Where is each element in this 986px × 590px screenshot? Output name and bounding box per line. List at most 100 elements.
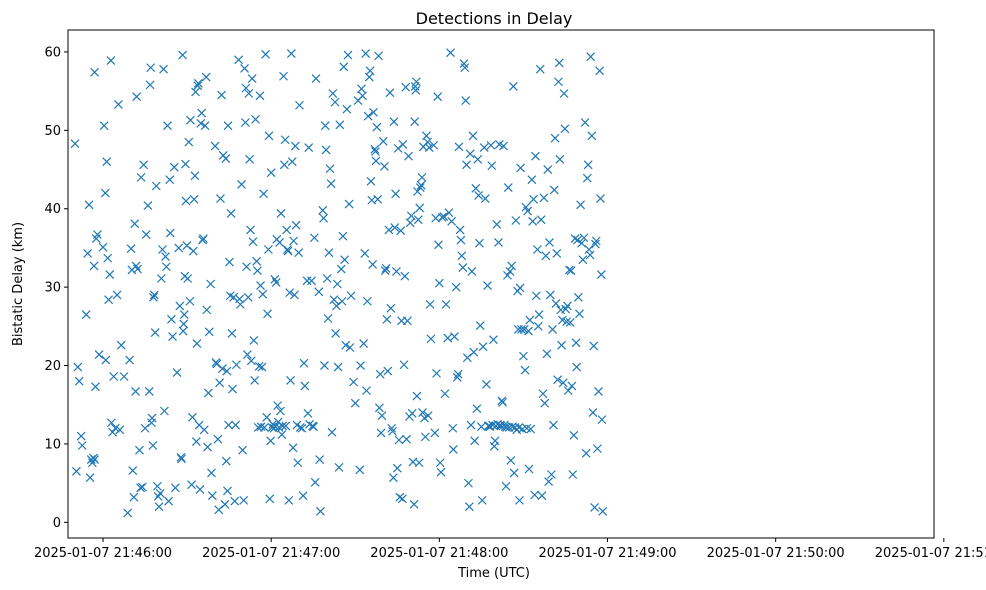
- data-point: [539, 193, 549, 203]
- data-point: [550, 133, 560, 143]
- data-point: [89, 261, 99, 271]
- data-point: [165, 175, 175, 185]
- data-point: [371, 147, 380, 156]
- data-point: [589, 341, 599, 351]
- data-point: [393, 143, 403, 153]
- data-point: [436, 467, 446, 477]
- data-point: [332, 279, 342, 289]
- data-point: [152, 481, 162, 491]
- data-point: [283, 246, 293, 256]
- data-point: [597, 415, 607, 425]
- y-tick-label: 30: [44, 281, 61, 296]
- data-point: [102, 157, 112, 167]
- data-point: [361, 49, 371, 58]
- data-point: [369, 107, 378, 117]
- data-point: [93, 230, 102, 240]
- data-point: [392, 267, 401, 276]
- data-point: [349, 377, 359, 387]
- data-point: [406, 211, 416, 221]
- data-point: [455, 225, 465, 235]
- data-point: [184, 137, 194, 147]
- data-point: [478, 342, 488, 352]
- data-point: [337, 296, 347, 306]
- data-point: [238, 445, 248, 455]
- data-point: [407, 408, 417, 418]
- data-point: [132, 92, 142, 102]
- data-point: [462, 160, 471, 170]
- data-point: [416, 180, 426, 190]
- data-point: [300, 381, 310, 391]
- data-point: [596, 270, 606, 280]
- data-point: [321, 145, 331, 155]
- data-point: [468, 131, 478, 141]
- data-point: [235, 299, 245, 309]
- data-point: [333, 362, 343, 372]
- data-point: [414, 458, 424, 468]
- plot-area-frame: [67, 29, 935, 539]
- data-point: [203, 442, 212, 452]
- x-tick-label: 2025-01-07 21:46:00: [34, 546, 172, 561]
- data-point: [237, 180, 246, 189]
- data-point: [415, 183, 425, 192]
- data-point: [535, 64, 545, 74]
- data-point: [452, 372, 462, 382]
- data-point: [288, 443, 298, 453]
- data-point: [400, 271, 410, 281]
- data-point: [503, 183, 513, 192]
- data-point: [489, 335, 498, 345]
- data-point: [365, 66, 375, 76]
- data-point: [377, 411, 387, 421]
- x-axis: 2025-01-07 21:46:00 2025-01-07 21:47:00 20…: [34, 538, 986, 561]
- data-point: [572, 362, 582, 372]
- data-point: [224, 420, 234, 430]
- data-point: [260, 423, 269, 432]
- data-point: [314, 287, 324, 297]
- data-point: [70, 139, 80, 149]
- data-point: [395, 492, 405, 502]
- data-point: [149, 292, 158, 302]
- data-point: [385, 88, 395, 98]
- data-point: [562, 301, 572, 311]
- data-point: [515, 283, 525, 293]
- data-point: [571, 338, 581, 348]
- data-point: [466, 420, 476, 430]
- data-point: [114, 100, 123, 109]
- y-tick-label: 60: [44, 45, 61, 60]
- data-point: [558, 378, 568, 388]
- data-point: [116, 340, 126, 350]
- data-point: [197, 108, 207, 118]
- y-axis-label: Bistatic Delay (km): [11, 222, 26, 346]
- data-point: [570, 234, 580, 243]
- data-point: [381, 263, 391, 273]
- data-point: [161, 262, 171, 272]
- data-point: [161, 252, 170, 261]
- data-point: [125, 355, 135, 365]
- data-point: [373, 194, 383, 204]
- data-point: [206, 279, 216, 289]
- data-point: [230, 496, 240, 506]
- data-point: [307, 276, 316, 286]
- data-point: [434, 240, 443, 250]
- data-point: [595, 66, 605, 76]
- data-point: [566, 266, 576, 276]
- data-point: [204, 327, 214, 337]
- data-point: [276, 209, 286, 218]
- data-point: [298, 491, 308, 501]
- data-point: [285, 288, 295, 298]
- data-point: [423, 137, 432, 147]
- data-point: [71, 466, 81, 476]
- data-point: [383, 366, 393, 376]
- data-point: [483, 281, 492, 290]
- data-point: [135, 445, 144, 455]
- data-point: [585, 250, 595, 260]
- data-point: [217, 90, 227, 100]
- data-point: [103, 253, 113, 263]
- data-point: [473, 154, 483, 164]
- data-point: [207, 468, 216, 478]
- data-point: [327, 427, 337, 437]
- data-point: [320, 121, 330, 131]
- data-point: [447, 216, 457, 226]
- data-point: [284, 495, 294, 505]
- data-point: [203, 388, 213, 398]
